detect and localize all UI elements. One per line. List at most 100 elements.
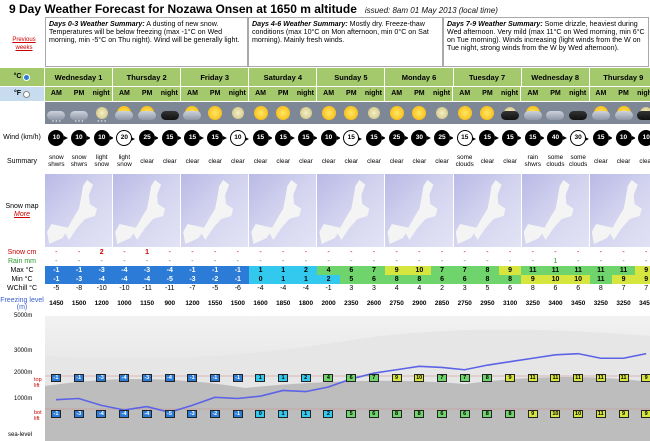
snow-map[interactable] — [45, 174, 114, 247]
wind-cell: 30 — [408, 125, 431, 151]
rain-cell: - — [168, 257, 171, 265]
period-cell: night — [295, 87, 318, 101]
max-temp-cell: 11 — [612, 266, 635, 275]
snow-cell: - — [168, 248, 171, 256]
max-temp-cell: 11 — [521, 266, 545, 275]
rain-cell: - — [236, 257, 240, 265]
sun-shape — [253, 106, 268, 120]
snow-map[interactable] — [181, 174, 250, 247]
max-temp-cell: 7 — [430, 266, 454, 275]
max-temp-cell: -3 — [135, 266, 159, 275]
day-header[interactable]: Thursday 9 — [590, 68, 650, 86]
wchill-row: -5 -8 -10 -10 -11 -11 -7 -5 -6 -4 -4 -4 -1 3 3 4 4 2 3 5 6 8 6… — [45, 284, 650, 293]
rain-row: - - - - - - - - - - - - - - - - - - - - - - 1 - - - - — [45, 257, 650, 266]
summary-cell: clear — [367, 157, 381, 165]
max-temp-cell: -1 — [45, 266, 68, 275]
wind-arrow-icon: 40 — [547, 130, 567, 146]
min-temp-cell: 8 — [476, 275, 499, 284]
rain-cell: - — [463, 257, 466, 265]
rain-label: Rain mm — [7, 257, 36, 265]
summary-cell: clear — [162, 157, 177, 165]
day-header[interactable]: Wednesday 1 — [45, 68, 114, 86]
snow-map[interactable] — [385, 174, 454, 247]
sun-icon — [273, 103, 293, 123]
wind-arrow-icon: 10 — [71, 130, 91, 146]
icon-cell — [385, 102, 408, 124]
bot-lift-temp-box: -3 — [73, 410, 84, 418]
cloud-shape — [546, 111, 565, 120]
day-header[interactable]: Sunday 5 — [317, 68, 386, 86]
top-lift-temp-box: 11 — [550, 374, 561, 382]
rain-cell: - — [531, 257, 534, 265]
day-header[interactable]: Wednesday 8 — [522, 68, 590, 86]
snow-map[interactable] — [113, 174, 182, 247]
wchill-cell: 6 — [576, 284, 581, 292]
celsius-toggle[interactable]: °C — [0, 68, 44, 86]
wchill-cell: -4 — [257, 284, 264, 292]
snow-map[interactable] — [589, 174, 650, 247]
summary-days-0-3: Days 0-3 Weather Summary: A dusting of n… — [45, 17, 248, 67]
wchill-cell: 7 — [621, 284, 626, 292]
snow-map[interactable] — [453, 174, 522, 247]
min-temp-cell: 6 — [362, 275, 386, 284]
previous-weeks-link[interactable]: Previous weeks — [12, 37, 36, 51]
snowmap-label: Snow map More — [0, 174, 44, 247]
summary-head: Days 4-6 Weather Summary: — [252, 20, 348, 28]
day-header[interactable]: Thursday 2 — [113, 68, 182, 86]
top-lift-temp-box: 9 — [505, 374, 515, 382]
bot-lift-temp-box: 8 — [505, 410, 515, 418]
top-lift-temp-box: 11 — [573, 374, 584, 382]
top-lift-temp-box: 7 — [368, 374, 379, 382]
icon-cell — [340, 102, 363, 124]
period-cell: PM — [414, 90, 425, 98]
summary-cell: clear — [276, 157, 291, 165]
summary-text: Mostly dry. Freeze-thaw conditions (max … — [252, 20, 429, 45]
max-temp-cell: 8 — [476, 266, 499, 275]
top-lift-temp-box: 11 — [618, 374, 629, 382]
bot-lift-temp-box: 5 — [346, 410, 357, 418]
day-header[interactable]: Friday 3 — [181, 68, 250, 86]
wind-cell: 15 — [499, 125, 522, 151]
period-cell: night — [90, 87, 114, 101]
min-temp-cell: 0 — [249, 275, 272, 284]
icon-cell — [590, 102, 613, 124]
snow-map[interactable] — [521, 174, 590, 247]
day-header[interactable]: Monday 6 — [385, 68, 454, 86]
bot-lift-temp-box: 9 — [527, 410, 538, 418]
wind-cell: 20 — [113, 125, 136, 151]
bot-lift-temp-box: -4 — [141, 410, 152, 418]
day-header[interactable]: Tuesday 7 — [454, 68, 522, 86]
rain-cell: - — [77, 257, 81, 265]
cloud-shape — [115, 111, 134, 120]
period-cell: PM — [209, 90, 221, 98]
max-temp-cell: 6 — [339, 266, 363, 275]
period-cell: night — [635, 87, 650, 101]
wind-cell: 10 — [45, 125, 68, 151]
cloud-shape — [160, 111, 179, 120]
wind-arrow-icon: 15 — [207, 130, 227, 146]
top-lift-temp-box: -3 — [96, 374, 107, 382]
wind-cell: 10 — [90, 125, 114, 151]
min-temp-cell: -1 — [226, 275, 250, 284]
min-temp-cell: 8 — [498, 275, 522, 284]
wind-cell: 40 — [544, 125, 567, 151]
snow-cell: - — [191, 248, 194, 256]
freezing-cell: 900 — [164, 299, 176, 307]
wind-cell: 15 — [521, 125, 545, 151]
summary-cell: clear — [639, 157, 650, 165]
period-cell: night — [567, 87, 590, 101]
snow-map[interactable] — [317, 174, 386, 247]
cloud-night-icon — [160, 103, 180, 123]
wind-arrow-icon: 25 — [139, 130, 159, 146]
day-header[interactable]: Saturday 4 — [249, 68, 318, 86]
wchill-cell: 6 — [553, 284, 558, 292]
min-temp-cell: -2 — [203, 275, 227, 284]
snow-map[interactable] — [249, 174, 318, 247]
rain-cell: - — [327, 257, 330, 265]
japan-land-shape — [405, 180, 438, 240]
wind-cell: 15 — [181, 125, 204, 151]
snowmap-more-link[interactable]: More — [14, 210, 30, 218]
freezing-cell: 3250 — [616, 299, 631, 307]
wind-cell: 15 — [363, 125, 386, 151]
fahrenheit-toggle[interactable]: °F — [0, 87, 44, 101]
